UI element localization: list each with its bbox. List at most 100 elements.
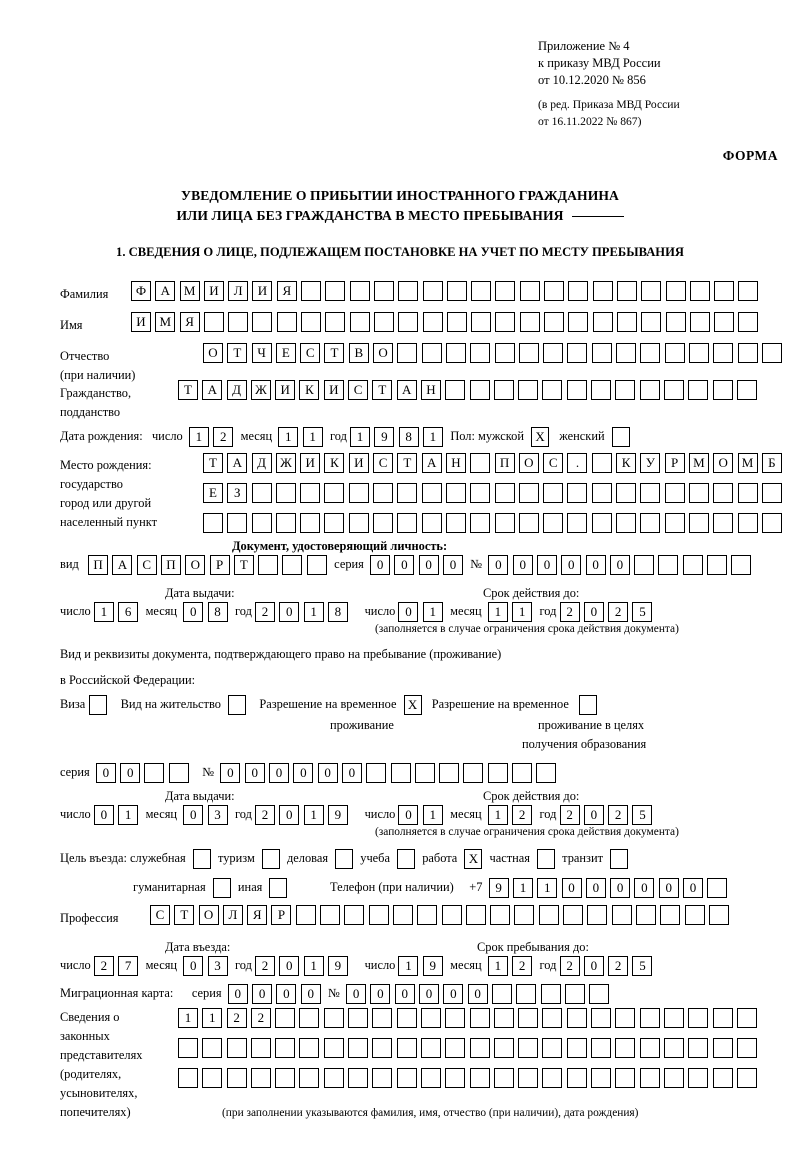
char-box[interactable]: [372, 1038, 393, 1058]
char-box[interactable]: 0: [346, 984, 367, 1005]
char-box[interactable]: [736, 1038, 757, 1058]
char-box[interactable]: [251, 513, 272, 533]
char-box[interactable]: [392, 905, 413, 925]
char-box[interactable]: 0: [418, 555, 439, 576]
char-box[interactable]: К: [324, 453, 345, 473]
char-box[interactable]: О: [203, 343, 223, 363]
char-box[interactable]: [616, 513, 637, 533]
char-box[interactable]: 2: [226, 1008, 247, 1028]
char-box[interactable]: Н: [445, 453, 466, 473]
char-box[interactable]: [688, 1008, 709, 1028]
char-box[interactable]: [688, 483, 709, 503]
char-box[interactable]: [398, 312, 419, 332]
char-box[interactable]: 0: [583, 805, 604, 826]
char-box[interactable]: 0: [561, 878, 582, 899]
char-box[interactable]: [439, 763, 460, 784]
char-box[interactable]: Д: [251, 453, 272, 473]
char-box[interactable]: О: [713, 453, 734, 473]
char-box[interactable]: [544, 312, 565, 332]
char-box[interactable]: [396, 1008, 417, 1028]
char-box[interactable]: Т: [174, 905, 195, 925]
char-box[interactable]: [707, 878, 728, 899]
char-box[interactable]: [566, 380, 587, 400]
char-box[interactable]: А: [112, 555, 133, 576]
char-box[interactable]: 0: [317, 763, 338, 784]
char-box[interactable]: [664, 483, 685, 503]
char-box[interactable]: 0: [276, 984, 297, 1005]
char-box[interactable]: [445, 343, 466, 363]
char-box[interactable]: [417, 905, 438, 925]
char-box[interactable]: .: [567, 453, 588, 473]
char-box[interactable]: Я: [276, 281, 297, 301]
char-box[interactable]: Л: [228, 281, 249, 301]
char-box[interactable]: 7: [118, 956, 139, 977]
char-box[interactable]: 9: [327, 805, 348, 826]
char-box[interactable]: [397, 513, 418, 533]
char-box[interactable]: [414, 763, 435, 784]
char-box[interactable]: А: [155, 281, 176, 301]
char-box[interactable]: О: [518, 453, 539, 473]
char-box[interactable]: [306, 555, 327, 576]
char-box[interactable]: [422, 312, 443, 332]
char-box[interactable]: Р: [271, 905, 292, 925]
char-box[interactable]: [639, 380, 660, 400]
char-box[interactable]: [639, 1008, 660, 1028]
char-box[interactable]: 8: [398, 427, 419, 448]
entry-purpose-checkbox[interactable]: [192, 849, 211, 870]
char-box[interactable]: [712, 1008, 733, 1028]
char-box[interactable]: [373, 513, 394, 533]
char-box[interactable]: [682, 555, 703, 576]
char-box[interactable]: [639, 1068, 660, 1088]
char-box[interactable]: Ж: [250, 380, 271, 400]
char-box[interactable]: 2: [512, 956, 533, 977]
char-box[interactable]: О: [373, 343, 394, 363]
char-box[interactable]: [323, 1008, 344, 1028]
char-box[interactable]: 8: [327, 602, 348, 623]
char-box[interactable]: [761, 513, 782, 533]
char-box[interactable]: [469, 1068, 490, 1088]
char-box[interactable]: [564, 984, 585, 1005]
char-box[interactable]: И: [131, 312, 151, 332]
char-box[interactable]: [372, 1068, 393, 1088]
char-box[interactable]: 1: [93, 602, 114, 623]
char-box[interactable]: [543, 343, 564, 363]
char-box[interactable]: М: [688, 453, 709, 473]
char-box[interactable]: [469, 380, 490, 400]
char-box[interactable]: [544, 281, 565, 301]
char-box[interactable]: С: [543, 453, 564, 473]
char-box[interactable]: 0: [419, 984, 440, 1005]
char-box[interactable]: [275, 1068, 296, 1088]
char-box[interactable]: [684, 905, 705, 925]
edu-residence-checkbox[interactable]: [579, 695, 598, 716]
char-box[interactable]: Я: [247, 905, 268, 925]
char-box[interactable]: [591, 343, 612, 363]
char-box[interactable]: М: [155, 312, 176, 332]
char-box[interactable]: К: [616, 453, 637, 473]
char-box[interactable]: [665, 312, 686, 332]
char-box[interactable]: [178, 1068, 198, 1088]
char-box[interactable]: И: [275, 380, 296, 400]
char-box[interactable]: 1: [118, 805, 139, 826]
char-box[interactable]: [568, 312, 589, 332]
sex-male-checkbox[interactable]: Х: [531, 427, 550, 448]
char-box[interactable]: [445, 513, 466, 533]
char-box[interactable]: 0: [269, 763, 290, 784]
char-box[interactable]: [494, 513, 515, 533]
char-box[interactable]: [689, 281, 710, 301]
representatives-row-2-boxes[interactable]: [178, 1038, 761, 1058]
char-box[interactable]: [688, 1038, 709, 1058]
char-box[interactable]: [493, 1068, 514, 1088]
char-box[interactable]: [660, 905, 681, 925]
char-box[interactable]: [615, 380, 636, 400]
char-box[interactable]: 2: [254, 805, 275, 826]
char-box[interactable]: 2: [608, 956, 629, 977]
char-box[interactable]: [708, 905, 729, 925]
char-box[interactable]: [348, 483, 369, 503]
